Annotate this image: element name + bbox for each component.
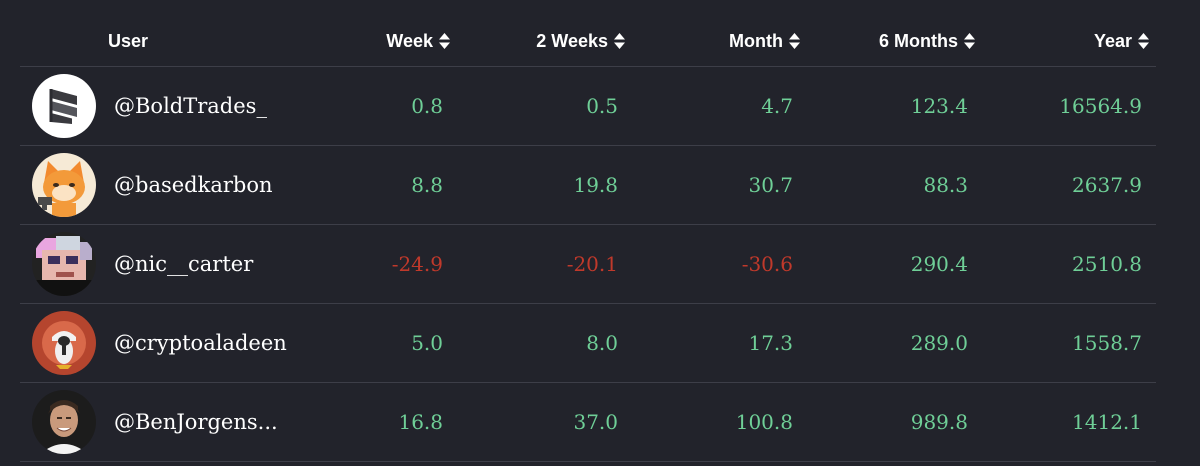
- username[interactable]: @BoldTrades_: [114, 94, 267, 118]
- username[interactable]: @basedkarbon: [114, 173, 273, 197]
- username[interactable]: @BenJorgens...: [114, 410, 278, 434]
- six-months-value: 290.4: [910, 252, 968, 276]
- column-header-6-months[interactable]: 6 Months: [879, 30, 975, 52]
- year-value: 2510.8: [1072, 252, 1142, 276]
- year-value: 1412.1: [1072, 410, 1142, 434]
- week-value: 8.8: [411, 173, 443, 197]
- two-weeks-value: -20.1: [566, 252, 618, 276]
- six-months-value: 123.4: [910, 94, 968, 118]
- week-value: 0.8: [411, 94, 443, 118]
- year-value: 1558.7: [1072, 331, 1142, 355]
- six-months-value: 989.8: [910, 410, 968, 434]
- table-row[interactable]: @cryptoaladeen 5.0 8.0 17.3 289.0 1558.7: [20, 304, 1156, 383]
- penguin-avatar: [32, 311, 96, 375]
- sort-up-down-icon: [964, 32, 975, 49]
- column-header-week[interactable]: Week: [386, 30, 450, 52]
- month-value: 17.3: [748, 331, 793, 355]
- year-value: 2637.9: [1072, 173, 1142, 197]
- month-value: -30.6: [741, 252, 793, 276]
- week-value: 16.8: [398, 410, 443, 434]
- two-weeks-value: 8.0: [586, 331, 618, 355]
- sort-up-down-icon: [789, 32, 800, 49]
- sort-up-down-icon: [1138, 32, 1149, 49]
- boldtrades-logo-avatar: [32, 74, 96, 138]
- orange-cat-avatar: [32, 153, 96, 217]
- pixel-face-avatar: [32, 232, 96, 296]
- two-weeks-value: 37.0: [573, 410, 618, 434]
- month-value: 30.7: [748, 173, 793, 197]
- table-row[interactable]: @basedkarbon 8.8 19.8 30.7 88.3 2637.9: [20, 146, 1156, 225]
- man-photo-avatar: [32, 390, 96, 454]
- month-value: 100.8: [735, 410, 793, 434]
- table-row[interactable]: @BenJorgens... 16.8 37.0 100.8 989.8 141…: [20, 383, 1156, 462]
- table-header: User Week 2 Weeks Month 6 Months Year: [20, 0, 1156, 67]
- sort-up-down-icon: [439, 32, 450, 49]
- year-value: 16564.9: [1059, 94, 1142, 118]
- two-weeks-value: 0.5: [586, 94, 618, 118]
- sort-up-down-icon: [614, 32, 625, 49]
- column-header-year[interactable]: Year: [1094, 30, 1149, 52]
- two-weeks-value: 19.8: [573, 173, 618, 197]
- week-value: -24.9: [391, 252, 443, 276]
- month-value: 4.7: [761, 94, 793, 118]
- six-months-value: 88.3: [923, 173, 968, 197]
- username[interactable]: @nic__carter: [114, 252, 254, 276]
- table-row[interactable]: @BoldTrades_ 0.8 0.5 4.7 123.4 16564.9: [20, 67, 1156, 146]
- username[interactable]: @cryptoaladeen: [114, 331, 287, 355]
- leaderboard-table: User Week 2 Weeks Month 6 Months Year @B…: [20, 0, 1156, 466]
- week-value: 5.0: [411, 331, 443, 355]
- table-row[interactable]: @nic__carter -24.9 -20.1 -30.6 290.4 251…: [20, 225, 1156, 304]
- column-header-month[interactable]: Month: [729, 30, 800, 52]
- six-months-value: 289.0: [910, 331, 968, 355]
- column-header-user: User: [108, 31, 149, 51]
- column-header-2-weeks[interactable]: 2 Weeks: [536, 30, 625, 52]
